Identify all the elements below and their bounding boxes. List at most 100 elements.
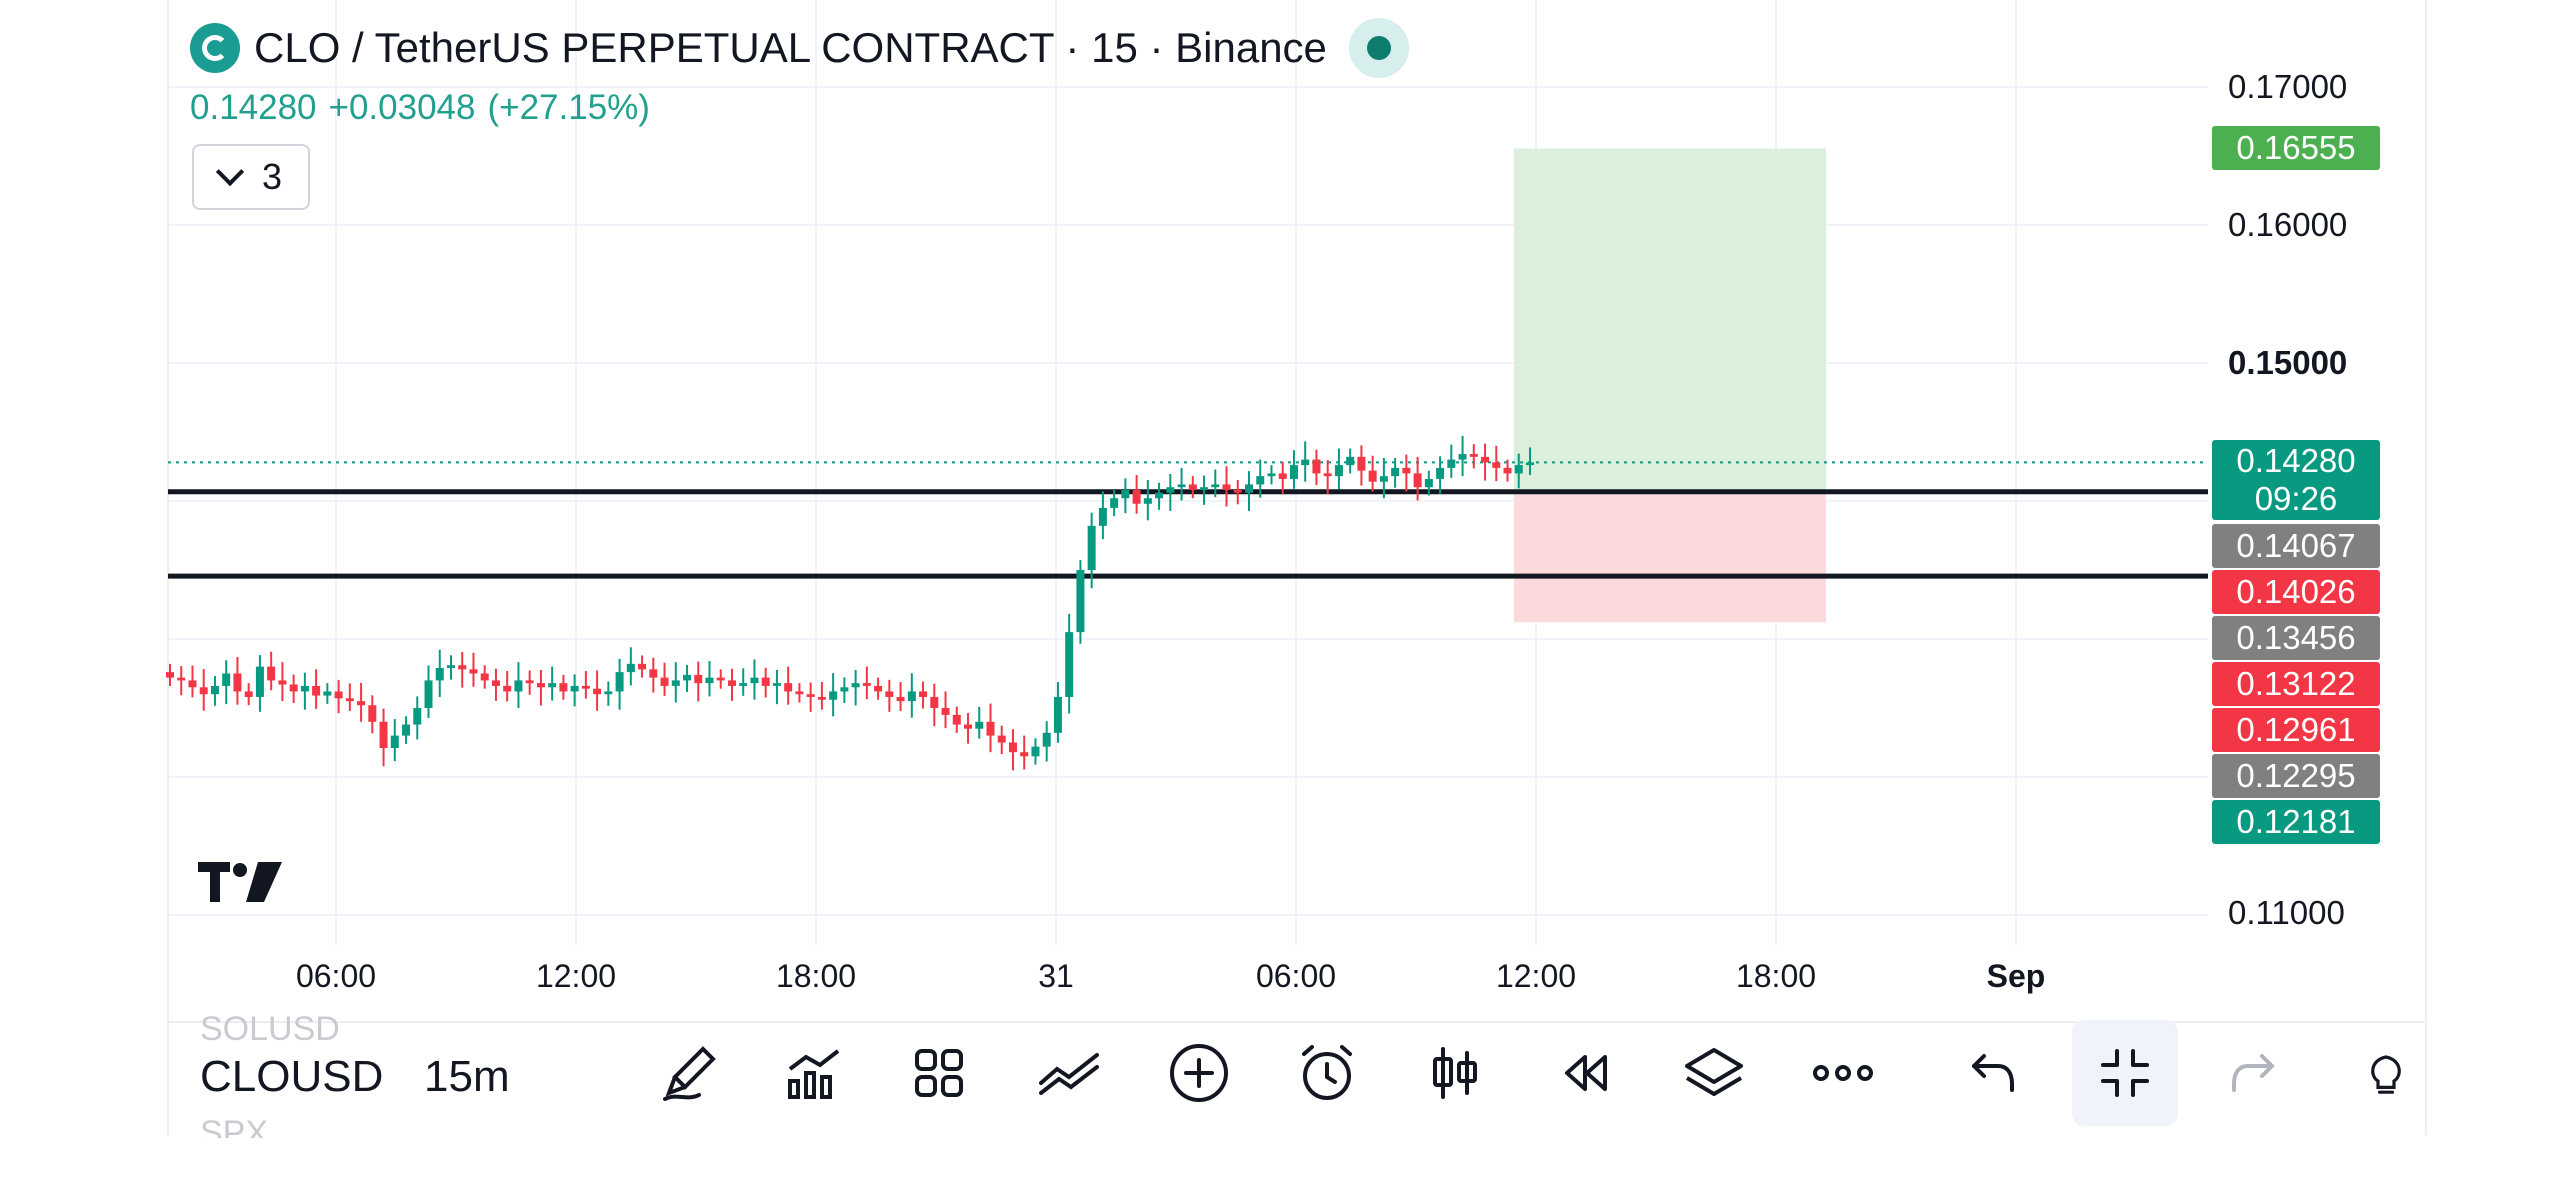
candle-body — [772, 683, 781, 686]
candle-body — [1132, 489, 1141, 504]
templates-icon[interactable] — [906, 1040, 972, 1106]
candle — [300, 672, 309, 710]
candle — [244, 683, 253, 706]
candle — [1222, 466, 1231, 507]
current-price-tag[interactable]: 0.14280 09:26 — [2212, 440, 2380, 520]
candle-body — [1233, 489, 1242, 493]
candle-body — [1323, 473, 1332, 477]
layers-icon[interactable] — [1681, 1040, 1747, 1106]
more-icon[interactable] — [1810, 1040, 1876, 1106]
candle-body — [1458, 454, 1467, 460]
candle — [1289, 450, 1298, 489]
target-price-tag[interactable]: 0.16555 — [2212, 126, 2380, 170]
candle-body — [491, 680, 500, 686]
indicators-toggle-button[interactable]: 3 — [192, 144, 310, 210]
candle — [1200, 475, 1209, 505]
symbol-title[interactable]: CLO / TetherUS PERPETUAL CONTRACT · 15 ·… — [254, 24, 1327, 71]
ideas-icon[interactable] — [2362, 1040, 2410, 1106]
candle-body — [244, 691, 253, 697]
replay-icon[interactable] — [1552, 1040, 1618, 1106]
time-axis-label: 12:00 — [535, 958, 617, 994]
price-tag[interactable]: 0.12295 — [2212, 754, 2380, 798]
candle — [379, 708, 388, 767]
candle-body — [1222, 484, 1231, 490]
candle — [739, 668, 748, 696]
chevron-down-icon — [215, 157, 245, 187]
price-tag[interactable]: 0.14067 — [2212, 524, 2380, 568]
candle — [885, 679, 894, 712]
candle-body — [840, 687, 849, 692]
candle — [874, 677, 883, 700]
candle — [424, 665, 433, 718]
candle — [188, 665, 197, 698]
candle-body — [525, 680, 534, 684]
price-axis-label: 0.16000 — [2228, 206, 2348, 243]
candle — [368, 695, 377, 734]
candle — [851, 669, 860, 706]
candle — [1020, 735, 1029, 770]
candle — [570, 674, 579, 707]
add-icon[interactable] — [1166, 1040, 1232, 1106]
candle — [795, 683, 804, 703]
candle-body — [1143, 498, 1152, 504]
candle — [829, 673, 838, 717]
candle — [1391, 457, 1400, 488]
candle — [660, 662, 669, 696]
undo-icon[interactable] — [1960, 1040, 2026, 1106]
candle — [222, 660, 231, 705]
candle — [1447, 444, 1456, 478]
candle — [862, 666, 871, 700]
candle-body — [480, 673, 489, 681]
price-tag[interactable]: 0.12181 — [2212, 800, 2380, 844]
fullscreen-exit-icon[interactable] — [2072, 1020, 2178, 1126]
candle — [604, 681, 613, 706]
compare-icon[interactable] — [1036, 1040, 1102, 1106]
price-tag[interactable]: 0.12961 — [2212, 708, 2380, 752]
candle — [548, 666, 557, 701]
candle-body — [267, 666, 276, 681]
candle-body — [300, 685, 309, 692]
candle-body — [458, 665, 467, 670]
candle-body — [312, 685, 321, 696]
candle — [166, 663, 174, 686]
candle — [1132, 475, 1141, 514]
candle — [323, 683, 332, 704]
bar-style-icon[interactable] — [1422, 1040, 1488, 1106]
candle-body — [1188, 484, 1197, 490]
redo-icon[interactable] — [2220, 1040, 2286, 1106]
indicators-icon[interactable] — [781, 1040, 847, 1106]
price-tag[interactable]: 0.14026 — [2212, 570, 2380, 614]
candle-body — [1413, 473, 1422, 488]
price-tag[interactable]: 0.13122 — [2212, 662, 2380, 706]
candle-body — [1334, 465, 1343, 477]
candle-body — [896, 696, 905, 702]
candle — [480, 665, 489, 689]
interval-selector[interactable]: 15m — [424, 1052, 510, 1101]
candle-body — [1087, 525, 1096, 570]
candle-body — [278, 680, 287, 685]
symbol-selector[interactable]: CLOUSD — [200, 1052, 382, 1101]
candle-body — [424, 680, 433, 708]
candle — [1076, 560, 1085, 644]
candle — [255, 655, 264, 712]
candle-body — [683, 674, 692, 681]
brush-icon[interactable] — [656, 1040, 722, 1106]
candle — [435, 649, 444, 697]
candle — [1110, 489, 1119, 517]
candle — [1098, 491, 1107, 540]
candle-body — [851, 683, 860, 688]
price-tag[interactable]: 0.13456 — [2212, 616, 2380, 660]
candle-body — [975, 721, 984, 729]
candle — [750, 659, 759, 700]
candle — [671, 662, 680, 703]
chart-header: CLO / TetherUS PERPETUAL CONTRACT · 15 ·… — [190, 18, 1409, 78]
price-change-pct: (+27.15%) — [487, 88, 650, 127]
candle-body — [660, 677, 669, 686]
market-status-icon[interactable] — [1348, 18, 1409, 78]
candle — [1177, 467, 1186, 501]
candle — [840, 677, 849, 704]
candle — [806, 682, 815, 712]
candle-body — [469, 669, 478, 674]
alert-icon[interactable] — [1294, 1040, 1360, 1106]
